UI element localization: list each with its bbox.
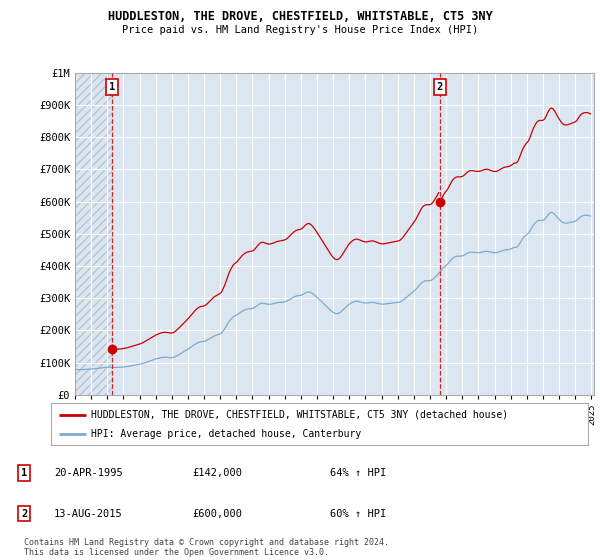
Text: Contains HM Land Registry data © Crown copyright and database right 2024.
This d: Contains HM Land Registry data © Crown c… bbox=[24, 538, 389, 557]
Text: £142,000: £142,000 bbox=[192, 468, 242, 478]
Text: Price paid vs. HM Land Registry's House Price Index (HPI): Price paid vs. HM Land Registry's House … bbox=[122, 25, 478, 35]
Text: 64% ↑ HPI: 64% ↑ HPI bbox=[330, 468, 386, 478]
Text: 13-AUG-2015: 13-AUG-2015 bbox=[54, 508, 123, 519]
Text: 1: 1 bbox=[109, 82, 115, 92]
Text: £600,000: £600,000 bbox=[192, 508, 242, 519]
Text: 2: 2 bbox=[437, 82, 443, 92]
Text: 2: 2 bbox=[21, 508, 27, 519]
Text: 20-APR-1995: 20-APR-1995 bbox=[54, 468, 123, 478]
Text: HUDDLESTON, THE DROVE, CHESTFIELD, WHITSTABLE, CT5 3NY (detached house): HUDDLESTON, THE DROVE, CHESTFIELD, WHITS… bbox=[91, 410, 508, 420]
Text: HPI: Average price, detached house, Canterbury: HPI: Average price, detached house, Cant… bbox=[91, 429, 362, 439]
Text: HUDDLESTON, THE DROVE, CHESTFIELD, WHITSTABLE, CT5 3NY: HUDDLESTON, THE DROVE, CHESTFIELD, WHITS… bbox=[107, 10, 493, 23]
Text: 60% ↑ HPI: 60% ↑ HPI bbox=[330, 508, 386, 519]
Text: 1: 1 bbox=[21, 468, 27, 478]
